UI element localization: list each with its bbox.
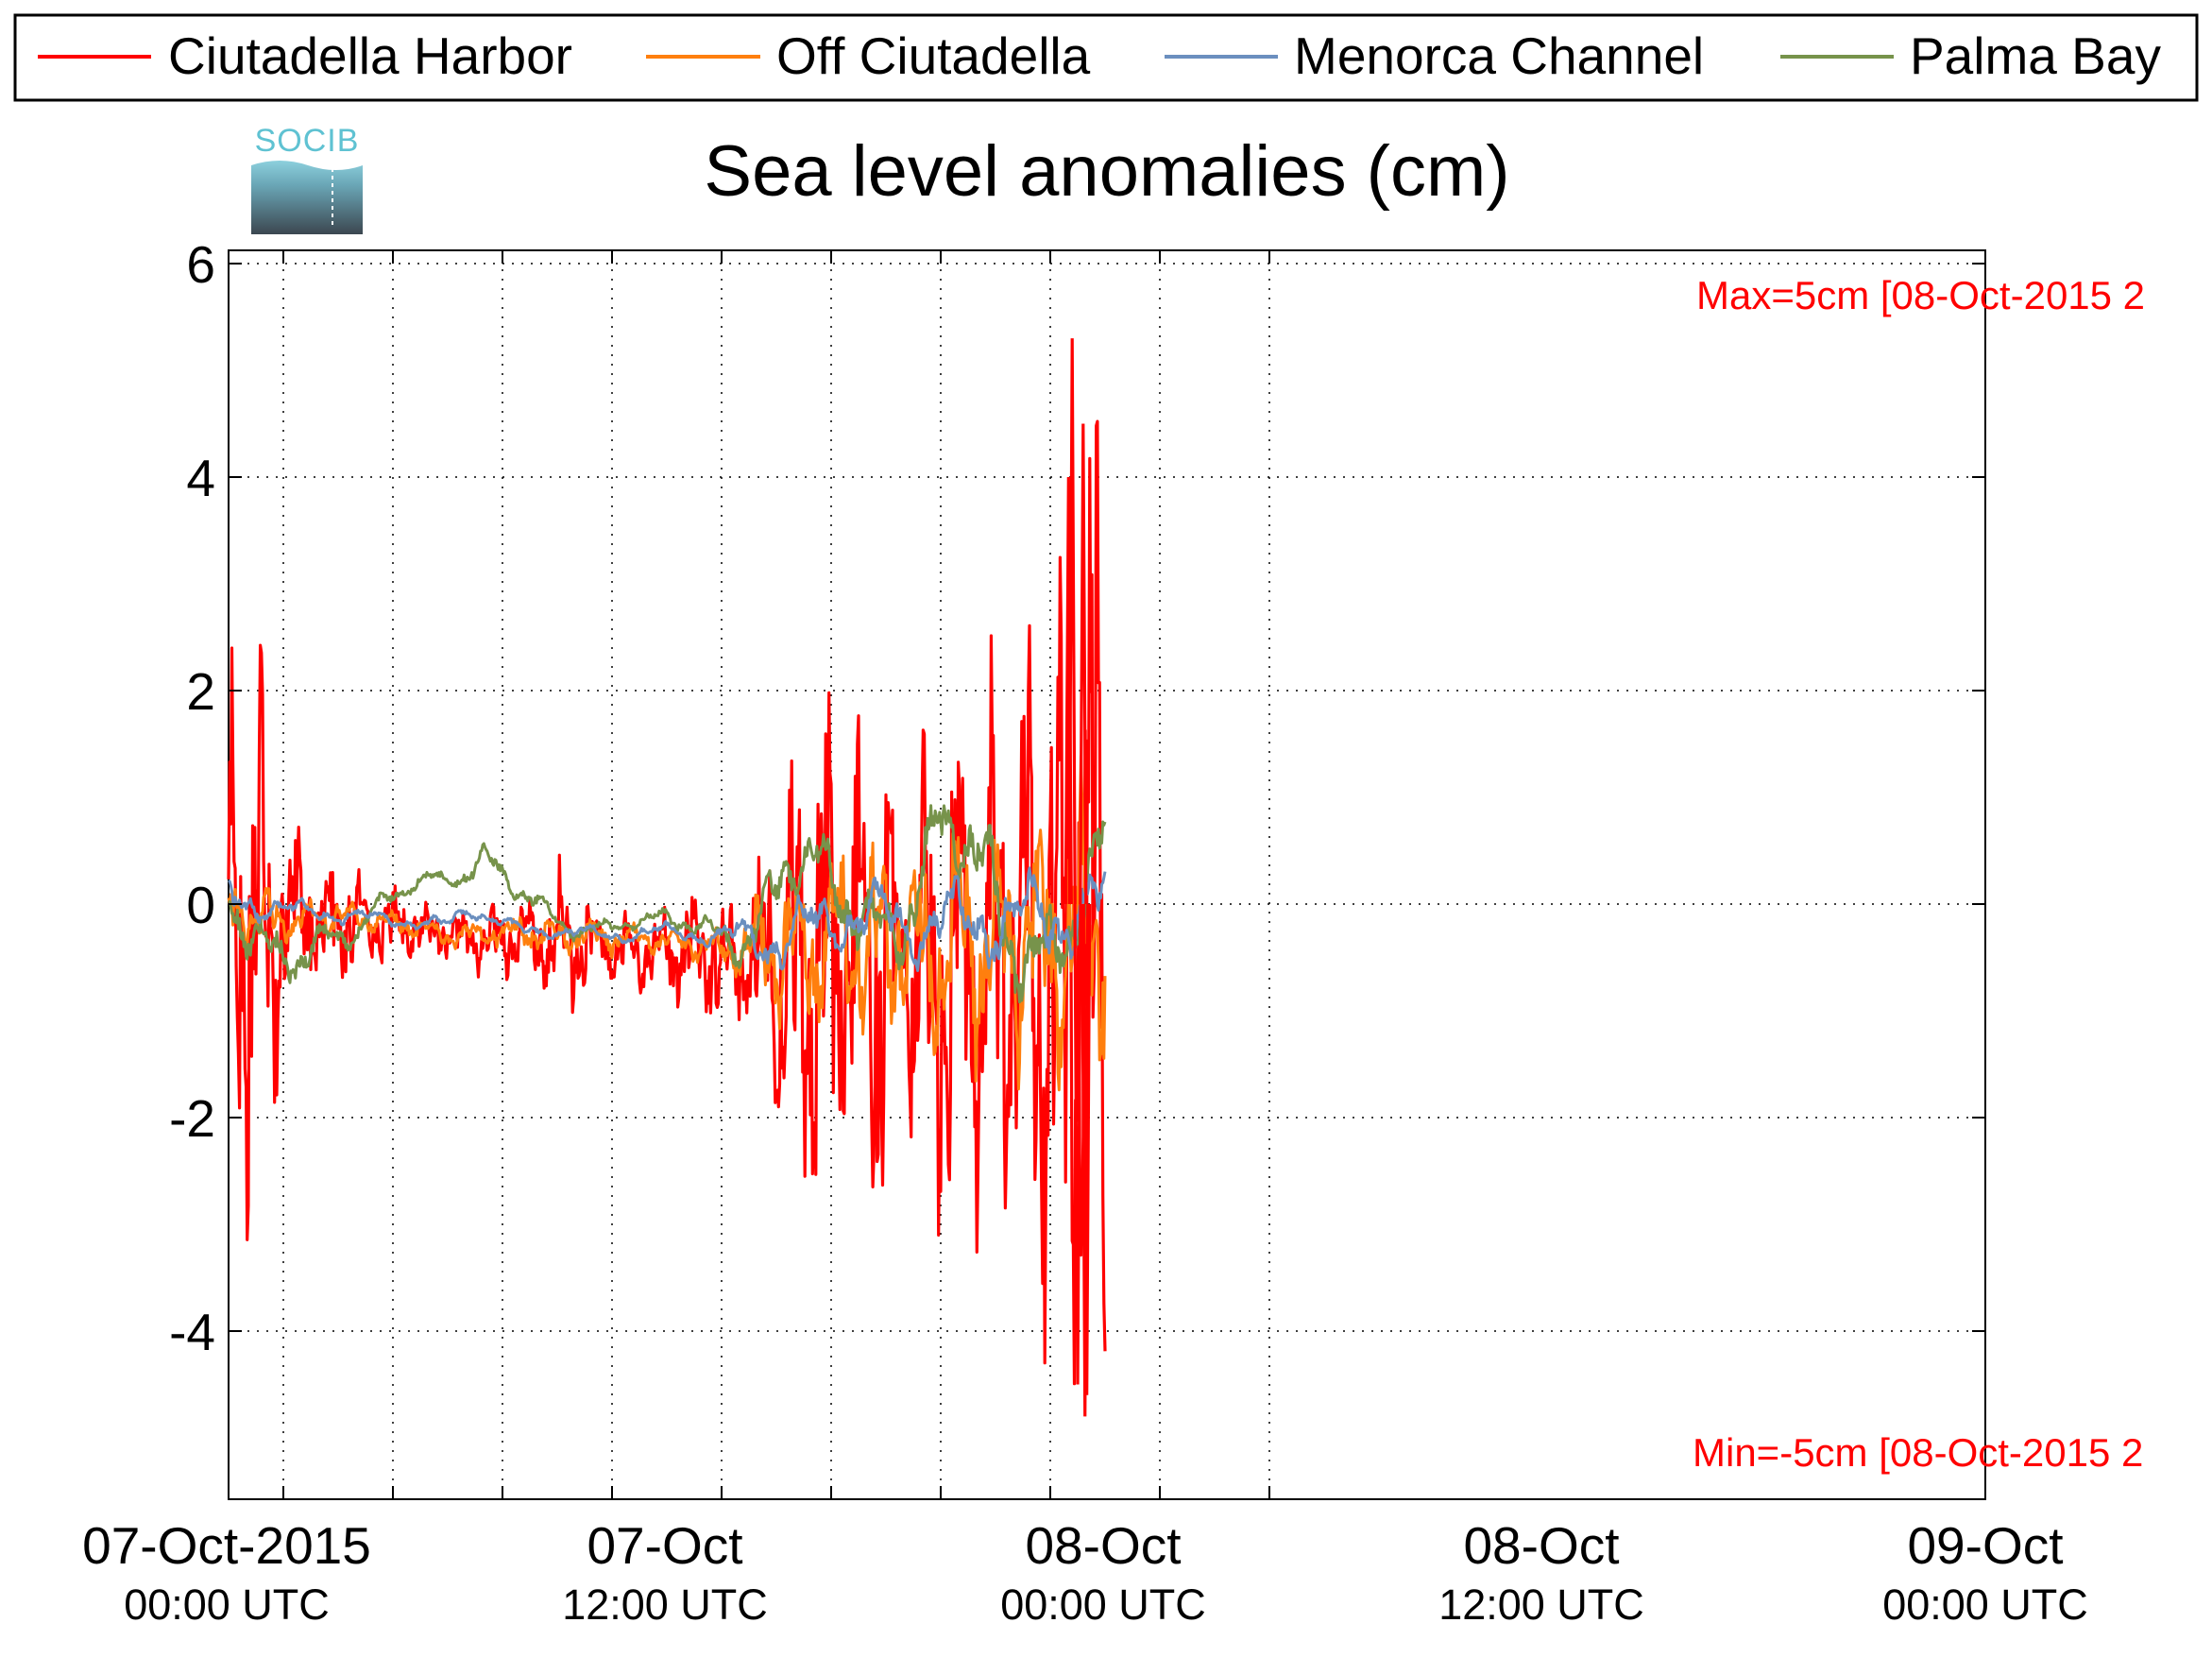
series-line-menorca-channel bbox=[228, 866, 1107, 972]
x-tick-labels: 07-Oct-2015 00:00 UTC 07-Oct 12:00 UTC 08-Oc… bbox=[82, 1516, 2088, 1629]
legend-label-off-ciutadella: Off Ciutadella bbox=[776, 26, 1091, 85]
x-tick-label-time: 00:00 UTC bbox=[1000, 1580, 1206, 1629]
x-tick-label-time: 00:00 UTC bbox=[1882, 1580, 2088, 1629]
plot-area: 6 4 2 0 -2 -4 07-Oct-2015 00:00 UTC 07-Oct 12:00… bbox=[82, 235, 2088, 1629]
series-line-palma-bay bbox=[228, 804, 1107, 1004]
legend-label-menorca-channel: Menorca Channel bbox=[1294, 26, 1704, 85]
y-tick-label: -2 bbox=[169, 1089, 215, 1148]
x-tick-label-date: 07-Oct bbox=[587, 1516, 742, 1575]
legend-label-ciutadella-harbor: Ciutadella Harbor bbox=[168, 26, 572, 85]
logo-block bbox=[251, 159, 363, 234]
y-tick-label: 6 bbox=[186, 235, 215, 294]
legend-label-palma-bay: Palma Bay bbox=[1910, 26, 2161, 85]
x-tick-label-date: 08-Oct bbox=[1025, 1516, 1181, 1575]
max-annotation: Max=5cm [08-Oct-2015 2 bbox=[1696, 273, 2145, 317]
x-tick-label-date: 07-Oct-2015 bbox=[82, 1516, 371, 1575]
x-tick-label-date: 09-Oct bbox=[1907, 1516, 2063, 1575]
series-spike bbox=[1082, 903, 1092, 1395]
x-tick-label-date: 08-Oct bbox=[1463, 1516, 1619, 1575]
axis-ticks bbox=[229, 250, 1985, 1499]
x-tick-label-time: 12:00 UTC bbox=[562, 1580, 768, 1629]
series-layer bbox=[227, 338, 1107, 1417]
x-tick-label-time: 12:00 UTC bbox=[1438, 1580, 1644, 1629]
series-spike bbox=[1067, 338, 1077, 905]
logo-wave bbox=[251, 159, 363, 170]
logo-text: SOCIB bbox=[255, 123, 360, 159]
chart-title: Sea level anomalies (cm) bbox=[704, 131, 1509, 212]
series-spike bbox=[1080, 903, 1090, 1417]
y-tick-labels: 6 4 2 0 -2 -4 bbox=[169, 235, 215, 1361]
legend: Ciutadella Harbor Off Ciutadella Menorca… bbox=[13, 13, 2199, 102]
min-annotation: Min=-5cm [08-Oct-2015 2 bbox=[1693, 1430, 2143, 1475]
y-tick-label: 0 bbox=[186, 876, 215, 934]
series-spike bbox=[1079, 423, 1088, 905]
y-tick-label: -4 bbox=[169, 1303, 215, 1361]
y-tick-label: 2 bbox=[186, 662, 215, 721]
series-spike bbox=[1073, 903, 1082, 1385]
socib-logo: SOCIB bbox=[251, 123, 363, 234]
x-tick-label-time: 00:00 UTC bbox=[124, 1580, 330, 1629]
plot-frame bbox=[228, 249, 1986, 1500]
y-tick-label: 4 bbox=[186, 449, 215, 507]
